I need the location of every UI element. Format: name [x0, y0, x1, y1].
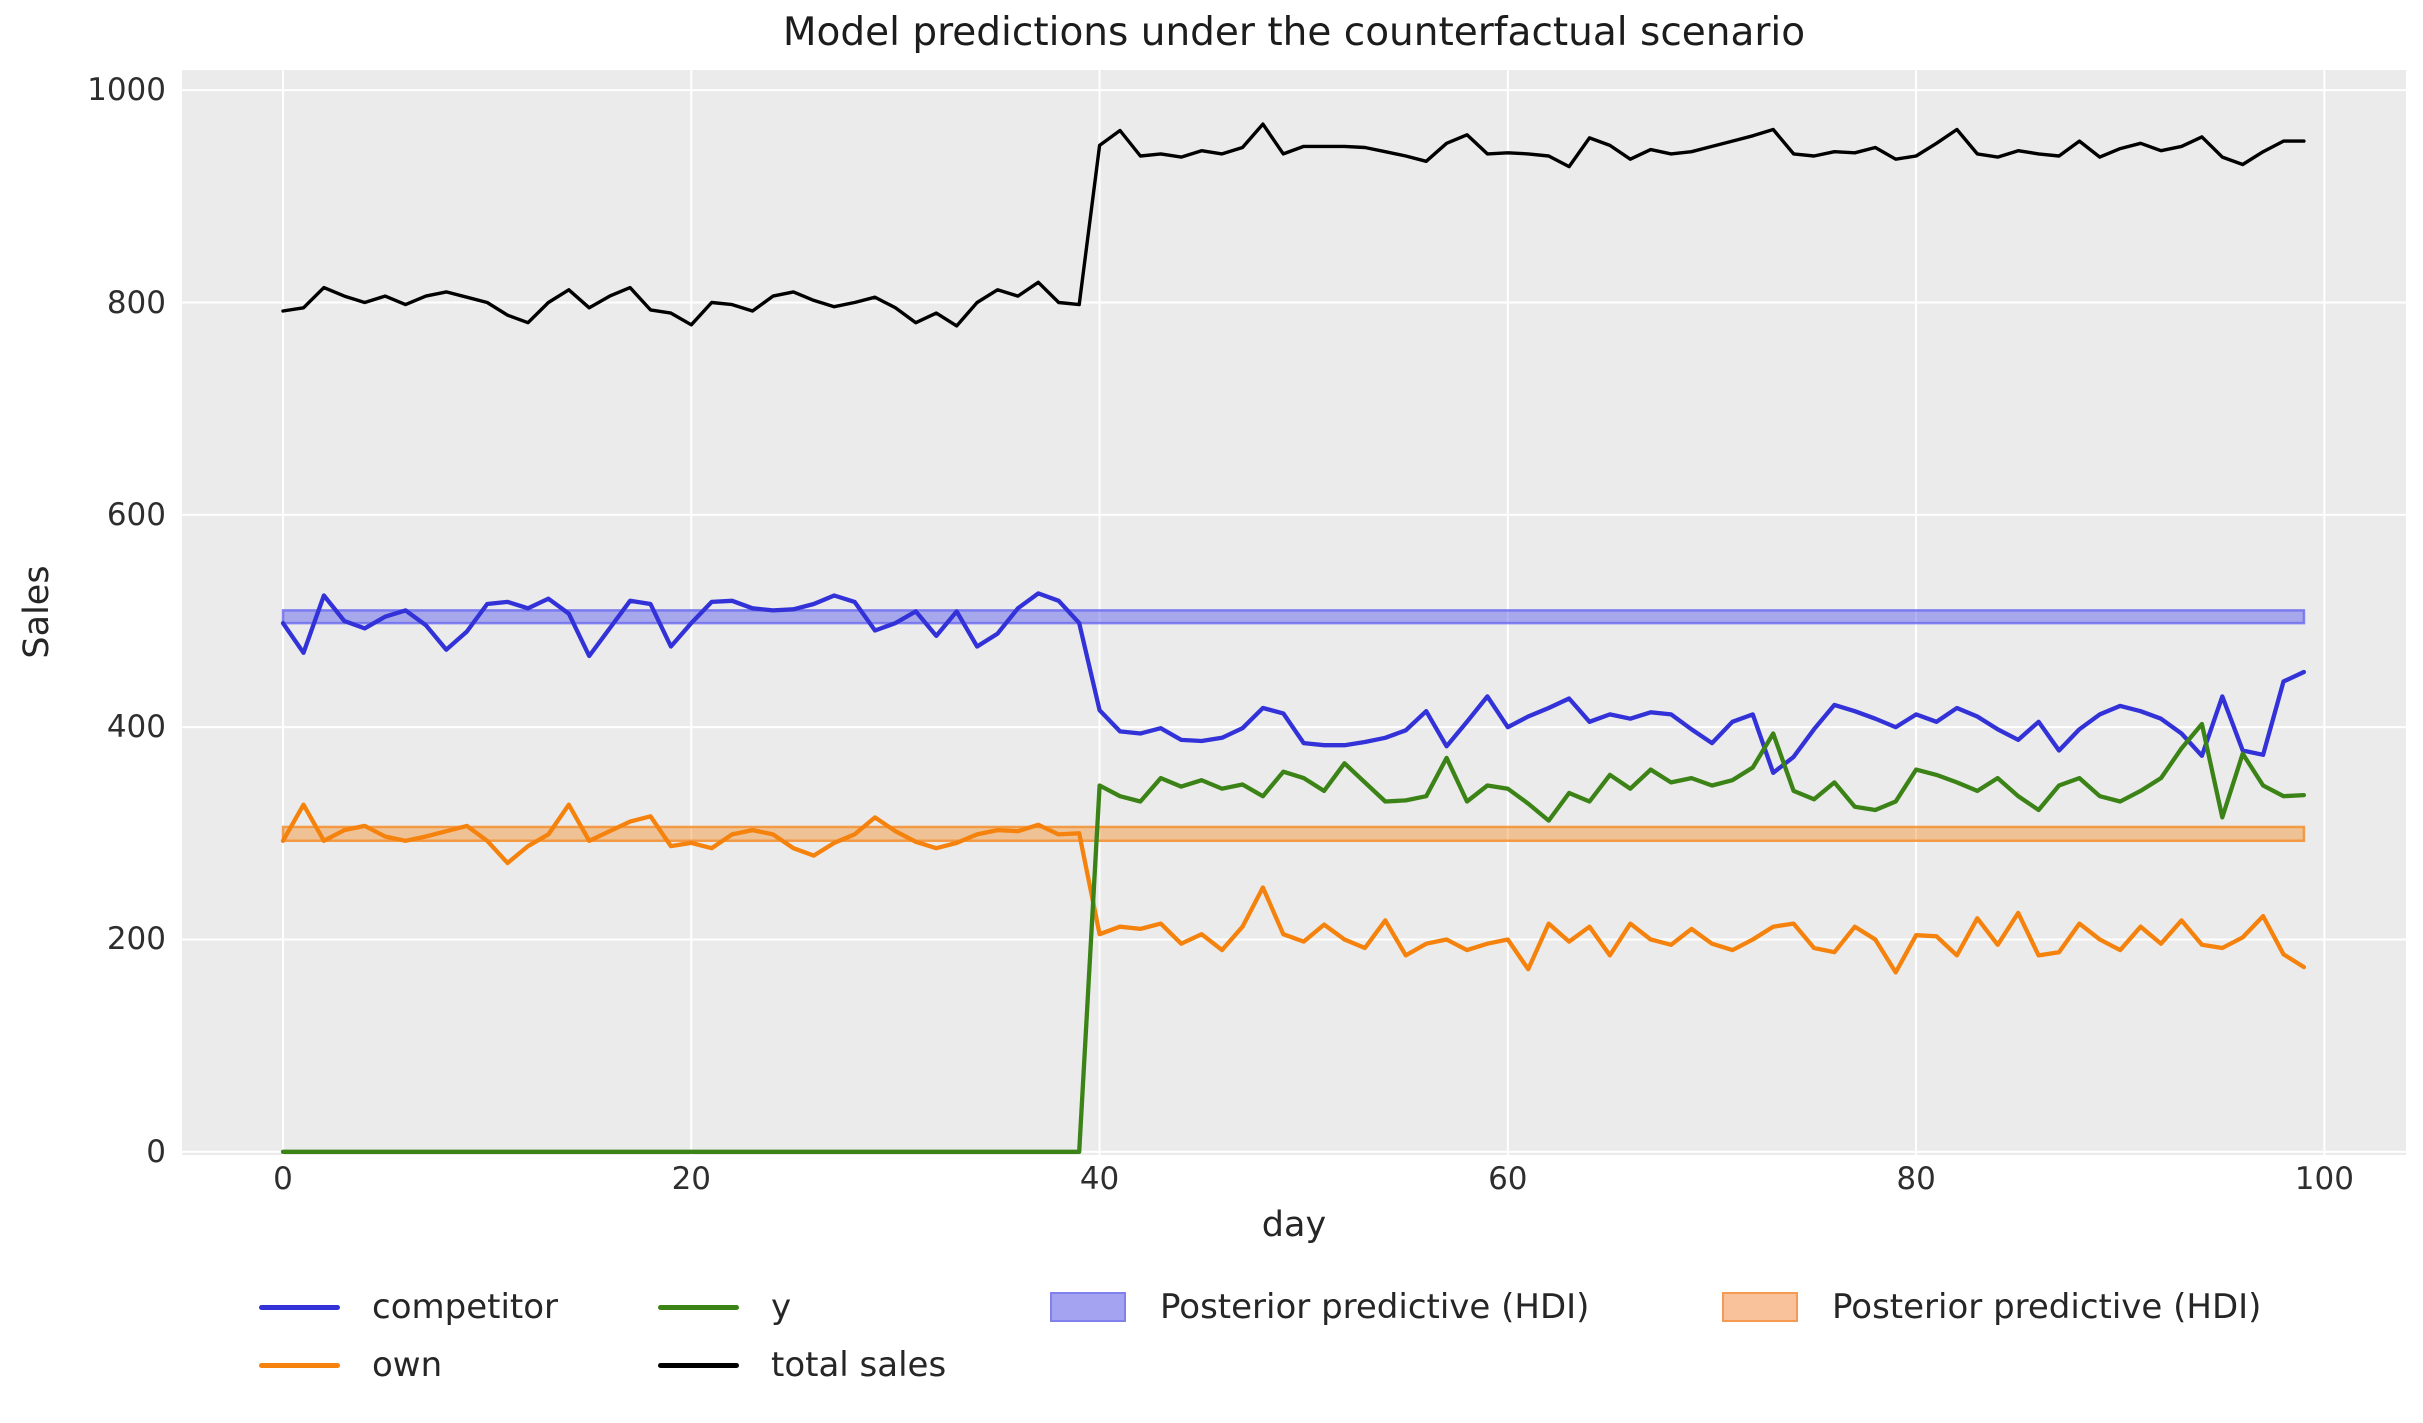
x-tick-label: 100	[2294, 1161, 2354, 1197]
y-tick-label: 0	[146, 1133, 166, 1170]
legend-item-y: y	[658, 1287, 791, 1327]
y-line-swatch	[658, 1304, 739, 1310]
own-line-swatch	[259, 1362, 340, 1368]
hdi-blue-patch-swatch	[1050, 1292, 1126, 1322]
hdi-orange-patch-swatch	[1722, 1292, 1798, 1322]
x-tick-label: 20	[671, 1161, 712, 1197]
legend-item-own: own	[259, 1345, 442, 1385]
legend-item-competitor: competitor	[259, 1287, 558, 1327]
x-tick-label: 80	[1896, 1161, 1936, 1197]
y-tick-label: 400	[106, 709, 166, 746]
legend-label: competitor	[372, 1287, 559, 1327]
legend-label: Posterior predictive (HDI)	[1832, 1287, 2262, 1327]
legend-item-hdi-competitor: Posterior predictive (HDI)	[1050, 1287, 1589, 1327]
legend-item-hdi-own: Posterior predictive (HDI)	[1722, 1287, 2261, 1327]
total-sales-line-swatch	[658, 1362, 739, 1368]
series-line-competitor	[280, 591, 2307, 775]
series-line-y	[280, 721, 2307, 1154]
x-tick-label: 60	[1488, 1161, 1528, 1197]
legend-label: Posterior predictive (HDI)	[1160, 1287, 1590, 1327]
y-tick-label: 1000	[87, 72, 166, 109]
x-axis-label: day	[1261, 1205, 1327, 1245]
legend-label: y	[771, 1287, 792, 1327]
y-tick-label: 600	[106, 496, 166, 533]
chart-title: Model predictions under the counterfactu…	[782, 10, 1806, 55]
y-tick-label: 800	[106, 284, 166, 321]
series-line-own	[280, 802, 2307, 975]
series-line-total-sales	[281, 122, 2306, 328]
competitor-line-swatch	[259, 1304, 340, 1310]
x-tick-label: 0	[273, 1161, 293, 1197]
legend-item-total-sales: total sales	[658, 1345, 946, 1385]
gridlines	[182, 70, 2406, 1155]
legend-label: own	[372, 1345, 443, 1385]
x-tick-label: 40	[1079, 1161, 1120, 1197]
hdi-band-0	[281, 609, 2306, 625]
y-tick-label: 200	[106, 921, 166, 958]
hdi-band-1	[281, 825, 2306, 843]
plot-background	[182, 70, 2406, 1155]
legend-label: total sales	[771, 1345, 947, 1385]
y-axis-label: Sales	[17, 565, 57, 659]
